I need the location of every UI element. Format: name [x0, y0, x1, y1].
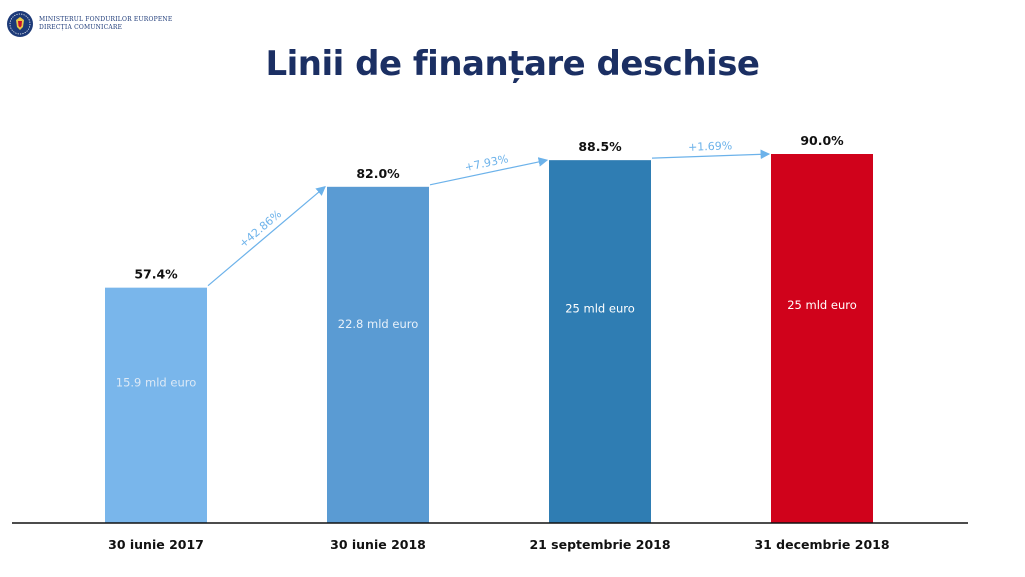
value-label-2: 82.0%: [356, 166, 400, 181]
inner-label-3: 25 mld euro: [565, 302, 635, 316]
bar-4: [771, 154, 873, 523]
value-label-1: 57.4%: [134, 267, 178, 282]
growth-arrow-1: [207, 186, 326, 287]
inner-label-1: 15.9 mld euro: [116, 376, 197, 390]
growth-label-1: +42.86%: [237, 207, 284, 250]
bar-3: [549, 160, 651, 523]
bar-1: [105, 287, 207, 523]
bar-2: [327, 186, 429, 524]
growth-label-2: +7.93%: [464, 152, 510, 174]
category-label-3: 21 septembrie 2018: [529, 537, 670, 552]
inner-label-2: 22.8 mld euro: [338, 317, 419, 331]
logo-line-2: Direcția Comunicare: [39, 24, 123, 31]
page-title: Linii de finanțare deschise: [265, 44, 760, 84]
value-label-4: 90.0%: [800, 133, 844, 148]
logo-line-1: Ministerul Fondurilor Europene: [39, 16, 173, 23]
ministry-logo: Ministerul Fondurilor Europene Direcția …: [6, 10, 172, 38]
category-label-4: 31 decembrie 2018: [754, 537, 889, 552]
romania-coat-of-arms-icon: [7, 11, 33, 37]
category-label-1: 30 iunie 2017: [108, 537, 204, 552]
growth-arrow-2: [429, 157, 549, 186]
value-label-3: 88.5%: [578, 139, 622, 154]
growth-arrow-3: [651, 149, 771, 160]
inner-label-4: 25 mld euro: [787, 298, 857, 312]
logo-text: Ministerul Fondurilor Europene Direcția …: [39, 16, 172, 32]
growth-label-3: +1.69%: [688, 139, 733, 154]
category-label-2: 30 iunie 2018: [330, 537, 426, 552]
